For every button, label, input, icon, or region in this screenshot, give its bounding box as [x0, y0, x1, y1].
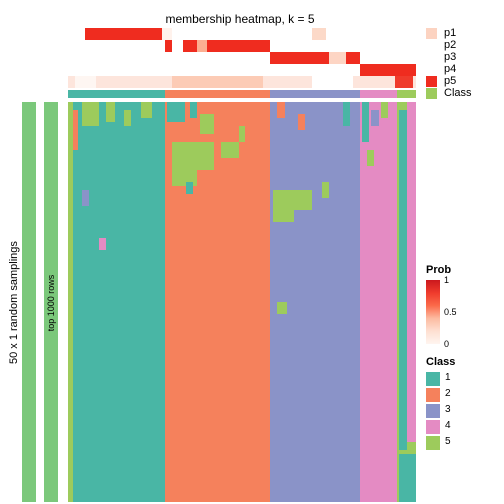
legend-class-swatch: [426, 436, 440, 450]
heat-noise: [167, 102, 184, 122]
p-track-fill: [312, 28, 326, 40]
legend-class-swatch: [426, 372, 440, 386]
legend-p-label: p3: [444, 51, 456, 63]
heat-noise: [322, 182, 329, 198]
class-band-seg: [68, 90, 165, 98]
heat-noise: [172, 142, 214, 170]
heat-noise: [82, 102, 99, 126]
heat-noise: [124, 110, 131, 126]
ylabel-inner: top 1000 rows: [46, 253, 56, 353]
p-track-fill: [329, 52, 346, 64]
heat-noise: [399, 454, 416, 502]
heat-noise: [298, 114, 305, 130]
heat-noise: [239, 126, 246, 142]
class-band-seg: [360, 90, 397, 98]
legend-p-label: p2: [444, 39, 456, 51]
p-track-fill: [360, 64, 397, 76]
legend-prob-tick: 1: [444, 275, 449, 285]
heat-base-block: [360, 102, 397, 502]
p-track-fill: [172, 76, 262, 88]
heat-noise: [399, 110, 408, 450]
p-track-fill: [162, 28, 172, 40]
heat-noise: [319, 362, 333, 482]
p-track-fill: [395, 76, 412, 88]
class-band-seg: [270, 90, 360, 98]
heat-noise: [277, 102, 286, 118]
heat-noise: [362, 102, 369, 142]
p-track-fill: [172, 40, 182, 52]
heat-noise: [190, 102, 197, 118]
legend-class-label: 5: [445, 436, 451, 447]
heat-noise: [200, 114, 214, 134]
heat-base-block: [68, 102, 165, 502]
legend-class-swatch: [426, 420, 440, 434]
legend-prob-tick: 0.5: [444, 307, 457, 317]
class-band-seg: [165, 90, 269, 98]
legend-class-label: 3: [445, 404, 451, 415]
p-track-p3: [68, 52, 416, 64]
legend-p-swatch: [426, 64, 437, 75]
p-track-fill: [397, 64, 416, 76]
heat-noise: [99, 238, 106, 250]
heat-noise: [273, 190, 311, 210]
ylabel-outer: 50 x 1 random samplings: [8, 244, 20, 364]
heat-noise: [381, 102, 388, 118]
legend-p-label: p4: [444, 63, 456, 75]
p-track-fill: [270, 52, 360, 64]
p-track-fill: [197, 40, 207, 52]
class-band-seg: [397, 90, 416, 98]
heat-noise: [141, 102, 151, 118]
heat-noise: [82, 190, 89, 206]
legend-class-label: 4: [445, 420, 451, 431]
legend-p-swatch: [426, 76, 437, 87]
legend-p-label: p1: [444, 27, 456, 39]
heat-noise: [106, 102, 115, 122]
legend-p-swatch: [426, 52, 437, 63]
legend-class-title: Class: [426, 356, 455, 368]
heat-noise: [73, 110, 78, 150]
heat-noise: [68, 102, 73, 502]
heat-noise: [186, 182, 193, 194]
heat-noise: [273, 210, 294, 222]
legend-p-label: p5: [444, 75, 456, 87]
heat-noise: [277, 302, 287, 314]
legend-p-swatch: [426, 88, 437, 99]
heat-noise: [221, 142, 238, 158]
legend-prob-gradient: [426, 280, 440, 344]
chart-title: membership heatmap, k = 5: [140, 12, 340, 26]
legend-p-label: Class: [444, 87, 472, 99]
legend-p-swatch: [426, 40, 437, 51]
heat-noise: [343, 102, 350, 126]
legend-class-swatch: [426, 404, 440, 418]
heat-noise: [367, 150, 374, 166]
heat-noise: [371, 110, 380, 126]
p-track-fill: [75, 76, 96, 88]
p-track-fill: [68, 28, 85, 40]
legend-class-label: 1: [445, 372, 451, 383]
legend-class-swatch: [426, 388, 440, 402]
legend-class-label: 2: [445, 388, 451, 399]
left-anno-bar-1: [22, 102, 36, 502]
p-track-fill: [85, 28, 162, 40]
legend-prob-tick: 0: [444, 339, 449, 349]
p-track-fill: [312, 76, 354, 88]
heat-noise: [407, 102, 416, 442]
legend-p-swatch: [426, 28, 437, 39]
